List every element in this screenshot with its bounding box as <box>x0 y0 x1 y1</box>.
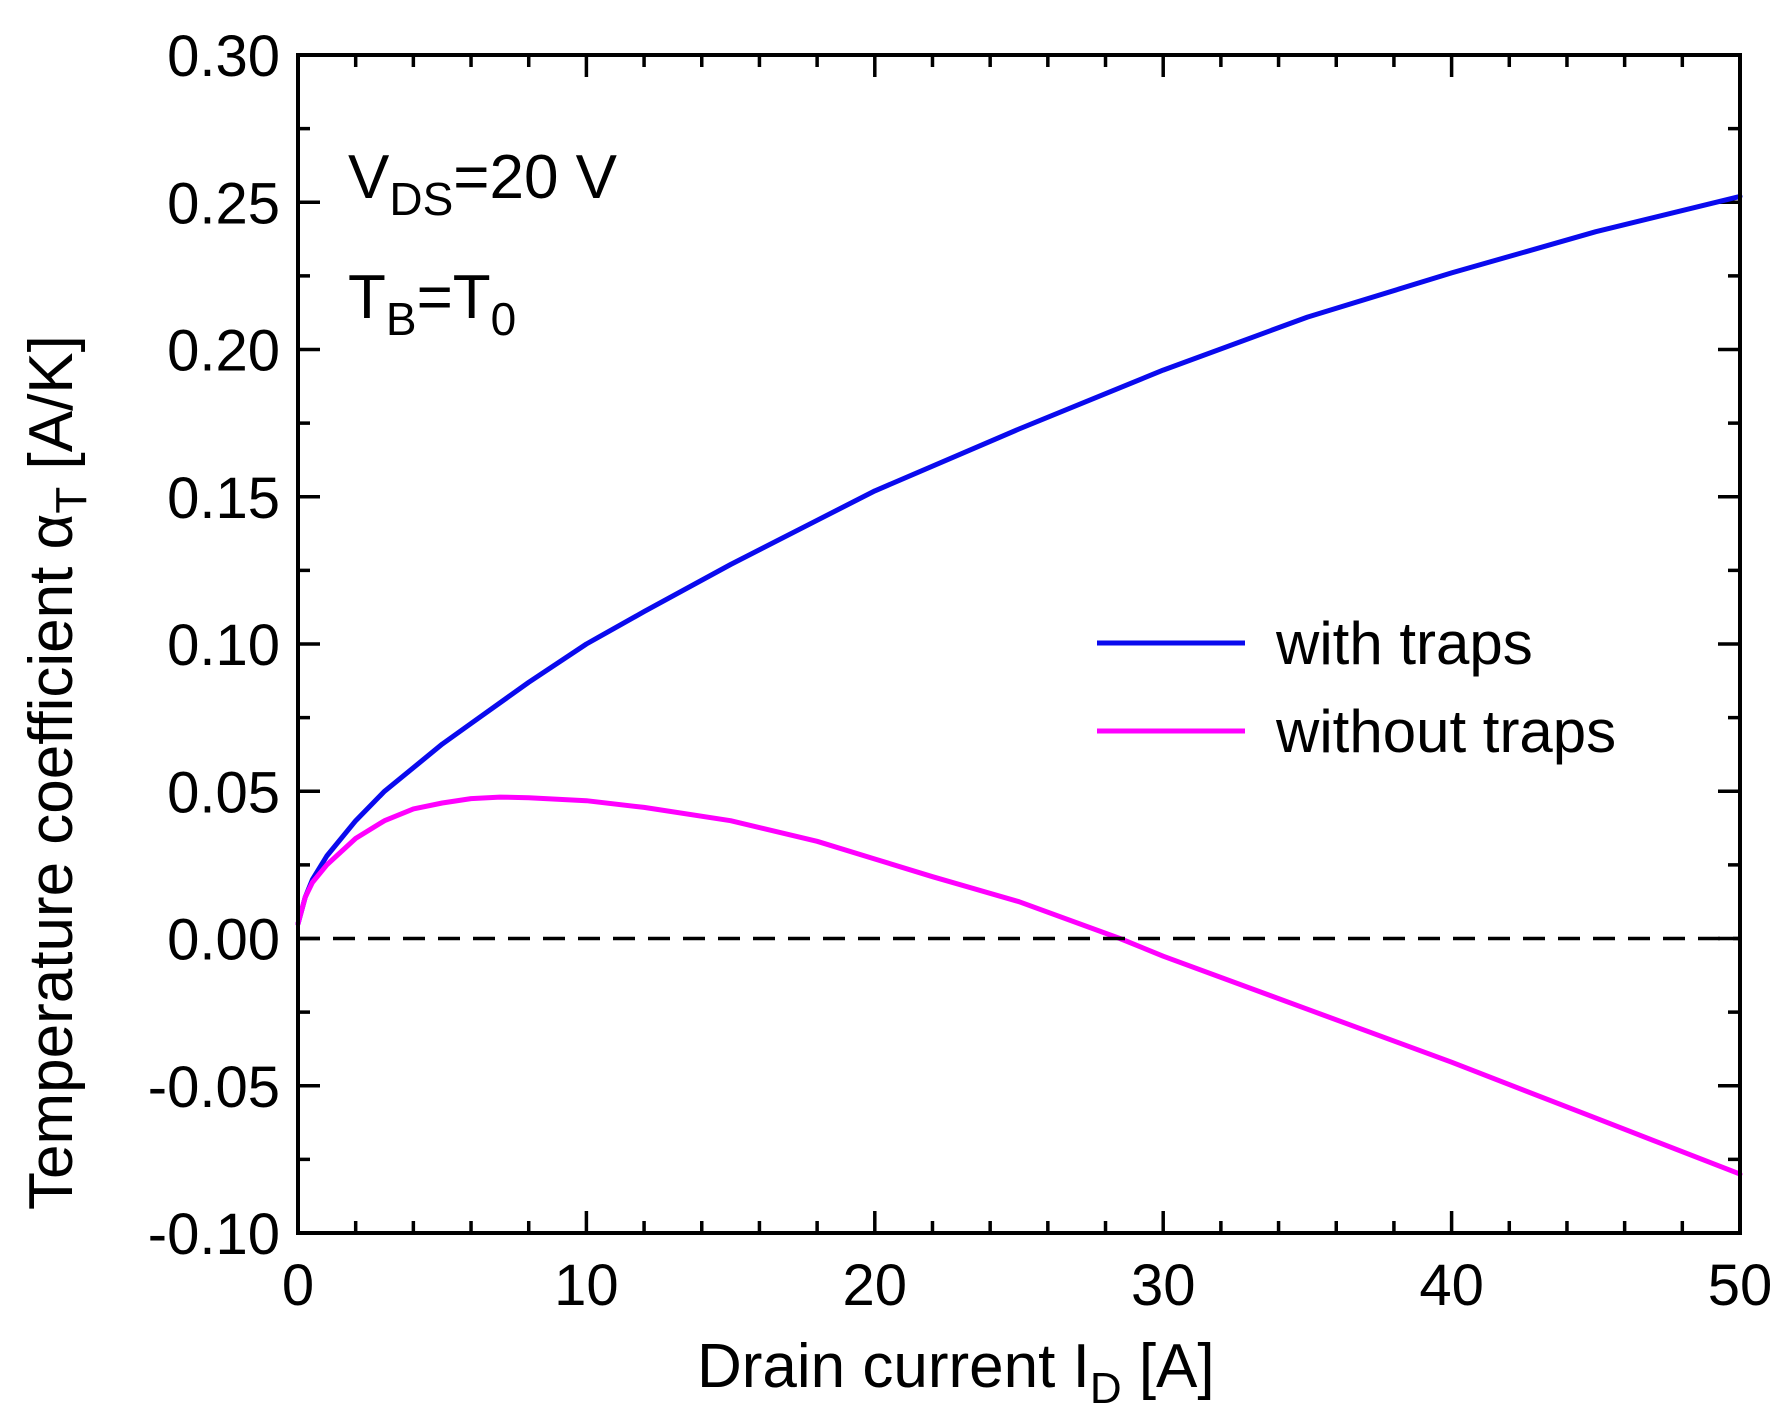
y-axis-title: Temperature coefficient αT [A/K] <box>17 335 96 1210</box>
x-axis-title-unit: [A] <box>1122 1332 1215 1401</box>
series-line-without-traps <box>295 794 1743 1177</box>
annotation-vds-subscript: DS <box>389 173 453 225</box>
y-axis-title-subscript: T <box>47 487 96 514</box>
series-line-with-traps <box>295 193 1743 927</box>
annotation-tb-main: T <box>348 263 386 332</box>
y-tick-label: 0.20 <box>167 319 280 384</box>
x-tick-label: 10 <box>554 1253 619 1318</box>
series-layer <box>295 193 1743 1177</box>
y-tick-label: 0.05 <box>167 760 280 825</box>
x-tick-label: 50 <box>1708 1253 1773 1318</box>
annotation-tb-subscript: B <box>386 293 417 345</box>
plot-frame <box>296 53 1742 1235</box>
legend: with traps without traps <box>1097 610 1616 765</box>
y-tick-label: -0.10 <box>148 1202 280 1267</box>
y-tick-label: 0.00 <box>167 908 280 973</box>
x-tick-label: 0 <box>282 1253 314 1318</box>
x-tick-label: 20 <box>843 1253 908 1318</box>
y-axis-title-main: Temperature coefficient α <box>17 514 86 1210</box>
y-tick-label: 0.15 <box>167 466 280 531</box>
annotation-tb: TB=T0 <box>348 263 516 345</box>
x-axis-title-main: Drain current I <box>697 1332 1090 1401</box>
x-tick-label: 30 <box>1131 1253 1196 1318</box>
x-tick-label: 40 <box>1419 1253 1484 1318</box>
annotation-vds-rest: =20 V <box>453 143 617 212</box>
annotation-vds: VDS=20 V <box>348 143 618 225</box>
y-tick-label: 0.10 <box>167 613 280 678</box>
annotation-vds-main: V <box>348 143 390 212</box>
y-axis-title-unit: [A/K] <box>17 335 86 487</box>
x-axis-title-subscript: D <box>1090 1364 1122 1413</box>
annotation-tb-mid: =T <box>417 263 491 332</box>
annotation-tb-subscript-2: 0 <box>491 293 517 345</box>
tick-labels-layer: 0 10 20 30 40 50 -0.10 -0.05 0.00 0.05 0.10 0.15 0.2… <box>148 24 1772 1318</box>
legend-label-with-traps: with traps <box>1275 610 1533 677</box>
y-tick-label: 0.30 <box>167 24 280 89</box>
legend-label-without-traps: without traps <box>1275 698 1616 765</box>
y-tick-label: 0.25 <box>167 171 280 236</box>
y-tick-label: -0.05 <box>148 1055 280 1120</box>
x-axis-title: Drain current ID [A] <box>697 1332 1215 1413</box>
